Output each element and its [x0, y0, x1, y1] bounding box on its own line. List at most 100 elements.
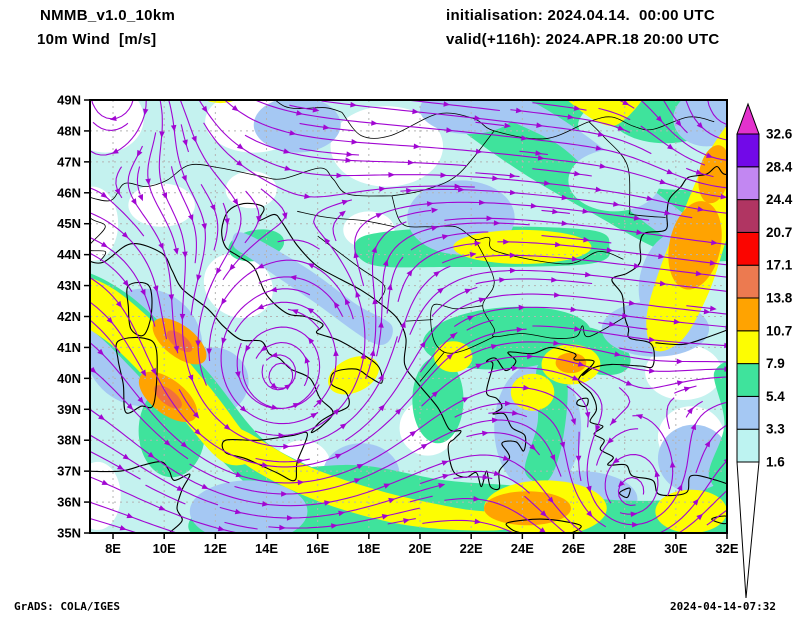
streamline-arrow — [511, 365, 519, 372]
streamline — [236, 326, 321, 410]
x-tick-label: 26E — [562, 541, 585, 556]
streamline-arrow — [360, 352, 366, 359]
legend-below-arrow — [736, 461, 760, 599]
streamline-arrow — [586, 510, 593, 518]
streamline-arrow — [549, 454, 556, 462]
wind-speed-shade — [90, 461, 121, 530]
legend-segment — [736, 297, 760, 332]
streamline — [397, 209, 432, 219]
init-time: initialisation: 2024.04.14. 00:00 UTC — [446, 7, 716, 24]
wind-speed-shade — [567, 100, 643, 126]
wind-speed-shade — [253, 100, 341, 153]
streamline-arrow — [201, 105, 208, 113]
streamline-arrow — [536, 122, 543, 128]
streamline-arrow — [353, 251, 359, 259]
streamline-arrow — [307, 307, 315, 314]
streamline — [566, 385, 589, 428]
streamline — [234, 419, 562, 495]
streamline-arrow — [493, 220, 501, 226]
y-tick-label: 49N — [57, 93, 81, 108]
streamline-arrow — [553, 340, 560, 346]
streamline-arrow — [479, 199, 486, 206]
streamline — [419, 331, 458, 373]
legend-segment — [736, 133, 760, 168]
y-tick-label: 37N — [57, 464, 81, 479]
streamline-arrow — [586, 485, 592, 493]
streamline — [444, 498, 547, 533]
streamline — [90, 187, 145, 237]
streamline-arrow — [322, 124, 330, 130]
streamline-arrow — [210, 204, 216, 212]
streamline-arrow — [710, 305, 717, 312]
streamline — [90, 501, 179, 533]
streamline-arrow — [126, 512, 134, 519]
streamline-arrow — [333, 349, 339, 357]
streamline-arrow — [191, 135, 197, 143]
streamline-arrow — [659, 178, 667, 185]
streamline-arrow — [206, 348, 212, 356]
streamline-arrow — [188, 374, 194, 382]
streamline-arrow — [310, 412, 318, 419]
streamline-arrow — [515, 107, 523, 114]
country-border — [419, 351, 445, 382]
streamline — [578, 431, 582, 482]
streamline-arrow — [570, 306, 578, 313]
streamline — [145, 484, 186, 505]
streamline-arrow — [407, 159, 415, 166]
streamline-arrow — [571, 256, 579, 262]
streamline-arrow — [570, 418, 576, 426]
streamline-arrow — [336, 172, 343, 179]
streamline — [598, 322, 648, 330]
streamline-arrow — [201, 223, 207, 231]
streamline — [541, 235, 612, 244]
streamline-arrow — [492, 175, 499, 181]
streamline-arrow — [158, 242, 164, 250]
streamline — [222, 188, 286, 281]
y-tick-label: 36N — [57, 495, 81, 510]
streamline-arrow — [677, 483, 683, 491]
streamline — [662, 100, 688, 134]
streamline-arrow — [527, 353, 534, 360]
streamline-arrow — [119, 525, 127, 531]
streamline-arrow — [126, 403, 134, 410]
streamline-arrow — [333, 301, 340, 309]
valid-time: valid(+116h): 2024.APR.18 20:00 UTC — [446, 31, 720, 48]
streamline-arrow — [383, 483, 391, 489]
streamline-arrow — [291, 309, 299, 315]
streamline-arrow — [115, 300, 123, 308]
wind-speed-shade — [128, 183, 195, 227]
wind-speed-shade — [453, 229, 592, 264]
streamline — [90, 301, 144, 371]
legend-label: 7.9 — [766, 356, 785, 371]
streamline-arrow — [618, 480, 625, 487]
streamline-arrow — [446, 127, 453, 133]
streamline-arrow — [180, 441, 188, 448]
streamline-arrow — [720, 193, 727, 200]
legend-label: 1.6 — [766, 455, 785, 470]
streamline-arrow — [122, 453, 130, 460]
legend-segment — [736, 395, 760, 430]
streamline — [466, 432, 541, 456]
x-tick-label: 28E — [613, 541, 636, 556]
streamline — [170, 166, 197, 264]
coastline — [126, 281, 153, 337]
streamline-arrow — [351, 139, 359, 145]
streamline-arrow — [221, 298, 227, 305]
x-tick-label: 20E — [408, 541, 431, 556]
streamline — [90, 341, 575, 484]
coastline — [90, 461, 191, 533]
streamline-arrow — [595, 186, 603, 193]
streamline-arrow — [159, 131, 165, 138]
streamline-arrow — [552, 208, 559, 215]
streamline-arrow — [383, 259, 389, 267]
streamline-arrow — [575, 455, 582, 463]
x-tick-label: 16E — [306, 541, 329, 556]
streamline-arrow — [221, 337, 227, 345]
streamline-layer — [90, 100, 727, 533]
streamline-arrow — [387, 283, 393, 291]
streamline-arrow — [173, 247, 179, 255]
streamline-arrow — [574, 326, 581, 332]
streamline-arrow — [378, 373, 384, 381]
streamline-arrow — [282, 212, 288, 220]
streamline-arrow — [666, 168, 674, 175]
